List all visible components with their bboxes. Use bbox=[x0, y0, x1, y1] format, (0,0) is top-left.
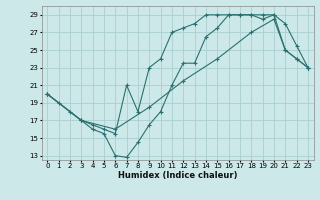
X-axis label: Humidex (Indice chaleur): Humidex (Indice chaleur) bbox=[118, 171, 237, 180]
